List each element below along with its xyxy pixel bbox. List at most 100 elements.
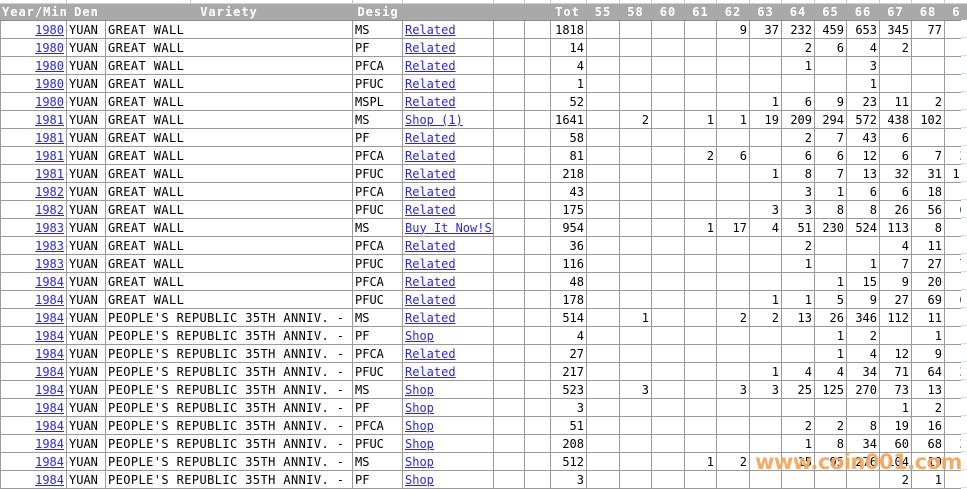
action-link[interactable]: Shop [405, 382, 434, 397]
cell-desig: MS [352, 20, 403, 39]
year-link[interactable]: 1981 [35, 166, 64, 181]
year-link[interactable]: 1981 [35, 148, 64, 163]
action-link[interactable]: Related [405, 364, 456, 379]
cell-spacer [524, 110, 551, 129]
header-grade-58[interactable]: 58 [619, 3, 652, 21]
action-link[interactable]: Shop [405, 472, 434, 487]
cell-grade-63: 19 [749, 110, 782, 129]
action-link[interactable]: Related [405, 22, 456, 37]
action-link[interactable]: Shop [405, 418, 434, 433]
year-link[interactable]: 1981 [35, 130, 64, 145]
cell-grade-58: 1 [619, 308, 652, 327]
year-link[interactable]: 1980 [35, 76, 64, 91]
year-link[interactable]: 1984 [35, 454, 64, 469]
header-grade-63[interactable]: 63 [749, 3, 782, 21]
cell-grade-60 [651, 254, 685, 273]
year-link[interactable]: 1983 [35, 238, 64, 253]
year-link[interactable]: 1984 [35, 310, 64, 325]
year-link[interactable]: 1984 [35, 472, 64, 487]
cell-grade-68: 31 [911, 164, 945, 183]
year-link[interactable]: 1982 [35, 184, 64, 199]
cell-grade-67: 345 [879, 20, 912, 39]
cell-year-mint: 1980 [0, 38, 67, 57]
year-link[interactable]: 1984 [35, 400, 64, 415]
header-desig[interactable]: Desig [352, 3, 403, 21]
action-link[interactable]: Shop [405, 454, 434, 469]
header-grade-68[interactable]: 68 [911, 3, 945, 21]
year-link[interactable]: 1984 [35, 328, 64, 343]
action-link[interactable]: Related [405, 202, 456, 217]
action-link[interactable]: Related [405, 148, 456, 163]
header-grade-67[interactable]: 67 [879, 3, 912, 21]
action-link[interactable]: Related [405, 76, 456, 91]
cell-grade-55 [586, 452, 620, 471]
cell-grade-64 [781, 344, 815, 363]
cell-variety: GREAT WALL [105, 272, 353, 291]
year-link[interactable]: 1984 [35, 364, 64, 379]
year-link[interactable]: 1984 [35, 346, 64, 361]
cell-spacer [493, 146, 525, 165]
header-grade-66[interactable]: 66 [846, 3, 880, 21]
action-link[interactable]: Related [405, 346, 456, 361]
action-link[interactable]: Related [405, 256, 456, 271]
header-grade-65[interactable]: 65 [814, 3, 847, 21]
cell-den: YUAN [66, 470, 106, 489]
header-variety[interactable]: Variety [105, 3, 353, 21]
action-link[interactable]: Shop [405, 400, 434, 415]
action-link[interactable]: Shop [405, 328, 434, 343]
year-link[interactable]: 1984 [35, 418, 64, 433]
cell-grade-61 [684, 362, 717, 381]
header-grade-62[interactable]: 62 [716, 3, 750, 21]
year-link[interactable]: 1980 [35, 58, 64, 73]
cell-year-mint: 1984 [0, 470, 67, 489]
action-link[interactable]: Shop (1) [405, 112, 463, 127]
action-link[interactable]: Related [405, 130, 456, 145]
header-den[interactable]: Den [66, 3, 106, 21]
header-grade-55[interactable]: 55 [586, 3, 620, 21]
cell-total: 116 [550, 254, 587, 273]
year-link[interactable]: 1984 [35, 382, 64, 397]
year-link[interactable]: 1980 [35, 40, 64, 55]
header-grade-61[interactable]: 61 [684, 3, 717, 21]
year-link[interactable]: 1982 [35, 202, 64, 217]
table-row: 1984 YUAN PEOPLE'S REPUBLIC 35TH ANNIV. - … [0, 362, 967, 381]
cell-grade-61 [684, 434, 717, 453]
cell-grade-58 [619, 92, 652, 111]
cell-action-link: Related [402, 182, 494, 201]
action-link[interactable]: Related [405, 58, 456, 73]
year-link[interactable]: 1984 [35, 292, 64, 307]
year-link[interactable]: 1980 [35, 22, 64, 37]
year-link[interactable]: 1983 [35, 256, 64, 271]
cell-action-link: Shop [402, 416, 494, 435]
cell-grade-61 [684, 56, 717, 75]
cell-grade-64: 6 [781, 92, 815, 111]
action-link[interactable]: Related [405, 274, 456, 289]
action-link[interactable]: Related [405, 94, 456, 109]
cell-spacer [493, 398, 525, 417]
cell-spacer [524, 434, 551, 453]
action-link[interactable]: Related [405, 166, 456, 181]
cell-grade-67: 2 [879, 470, 912, 489]
year-link[interactable]: 1984 [35, 436, 64, 451]
year-link[interactable]: 1983 [35, 220, 64, 235]
action-link[interactable]: Buy It Now!Shop [405, 220, 493, 235]
action-link[interactable]: Related [405, 310, 456, 325]
year-link[interactable]: 1981 [35, 112, 64, 127]
header-grade-64[interactable]: 64 [781, 3, 815, 21]
action-link[interactable]: Shop [405, 436, 434, 451]
header-total[interactable]: Tot [550, 3, 587, 21]
action-link[interactable]: Related [405, 292, 456, 307]
action-link[interactable]: Related [405, 238, 456, 253]
cell-grade-58 [619, 398, 652, 417]
action-link[interactable]: Related [405, 40, 456, 55]
year-link[interactable]: 1980 [35, 94, 64, 109]
cell-grade-58 [619, 326, 652, 345]
action-link[interactable]: Related [405, 184, 456, 199]
header-year-mint[interactable]: Year/Mint [0, 3, 67, 21]
year-link[interactable]: 1984 [35, 274, 64, 289]
header-grade-60[interactable]: 60 [651, 3, 685, 21]
cell-action-link: Buy It Now!Shop [402, 218, 494, 237]
cell-desig: PFCA [352, 236, 403, 255]
